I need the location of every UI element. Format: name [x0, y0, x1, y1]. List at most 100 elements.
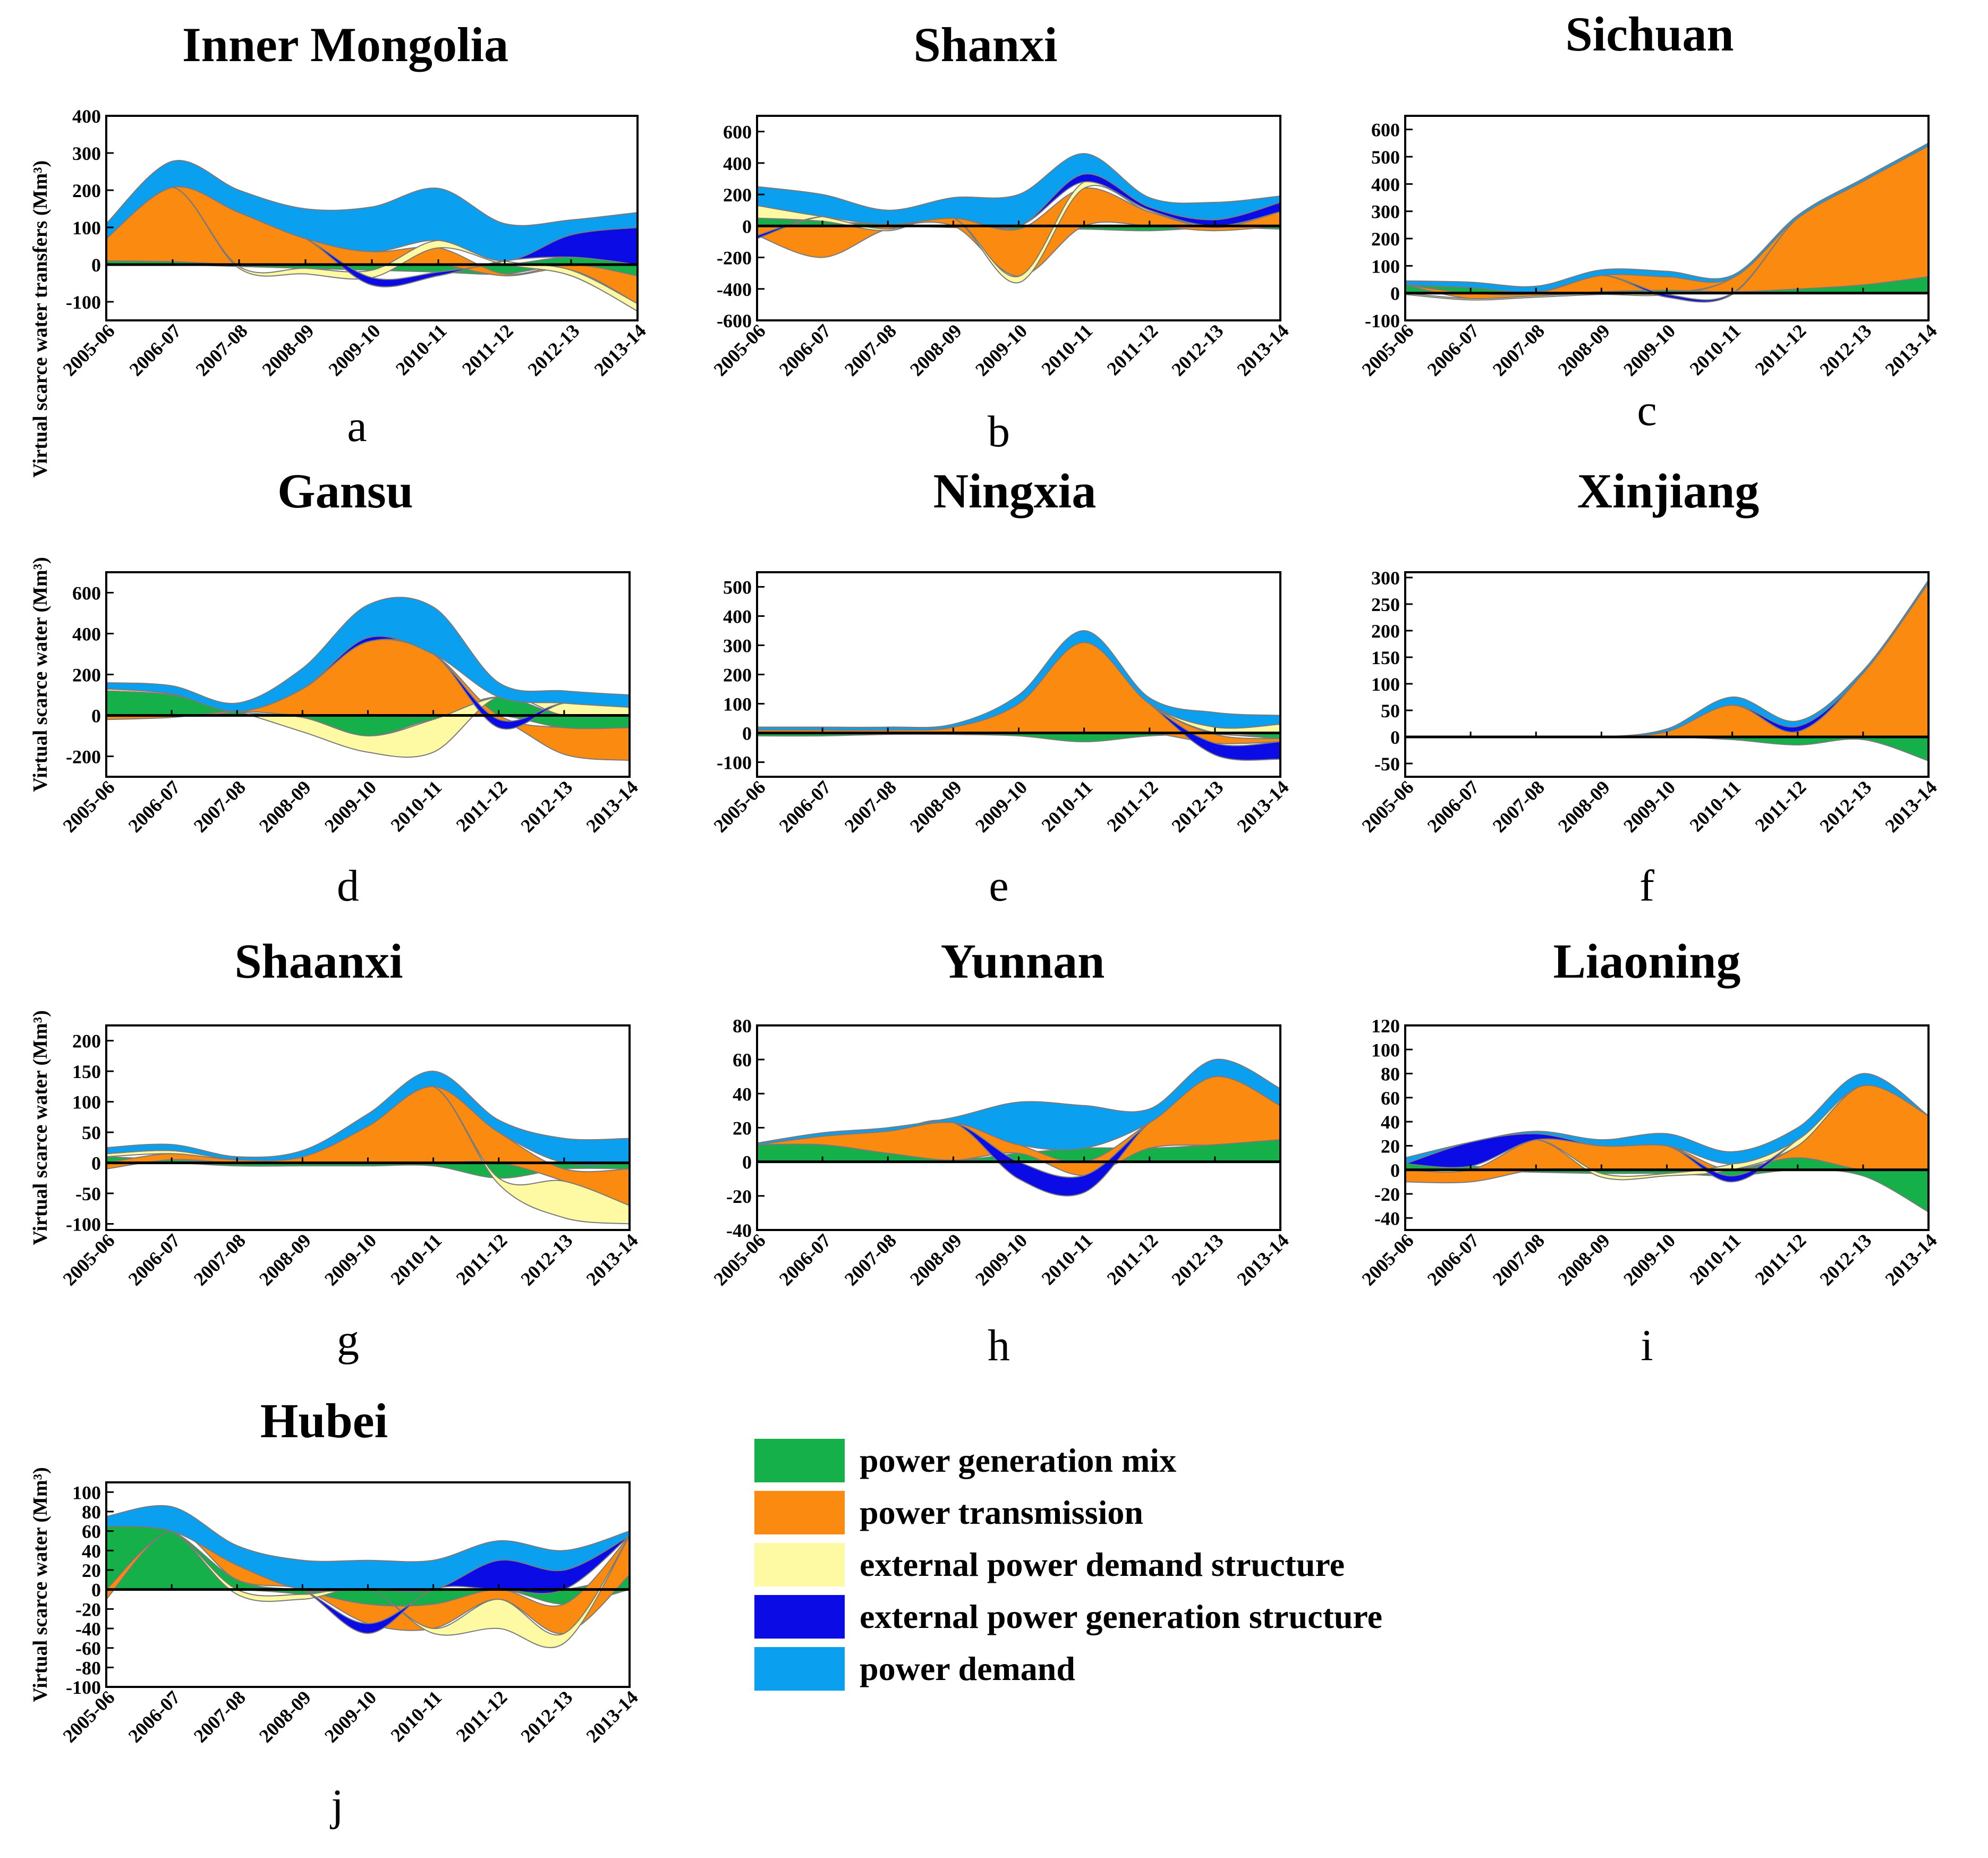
y-tick-label: -100 — [66, 1677, 101, 1698]
x-tick-label: 2012-13 — [524, 320, 584, 380]
plot-frame — [105, 1024, 631, 1231]
y-tick-label: 80 — [1381, 1064, 1400, 1085]
panel-title: Sichuan — [1565, 7, 1734, 61]
x-tick-label: 2007-08 — [840, 320, 900, 380]
legend-item-power-demand: power demand — [754, 1643, 1382, 1695]
x-tick-label: 2013-14 — [582, 1686, 642, 1746]
y-tick-label: 500 — [1371, 147, 1400, 168]
panel-letter: j — [329, 1780, 343, 1830]
x-tick-label: 2013-14 — [582, 776, 642, 836]
x-tick-label: 2011-12 — [458, 320, 517, 379]
x-tick-label: 2013-14 — [1233, 320, 1293, 380]
y-axis-label: Virtual scarce water (Mm³) — [29, 1010, 52, 1245]
y-tick-label: -100 — [66, 1214, 101, 1235]
y-axis-label: Virtual scarce water (Mm³) — [29, 557, 52, 792]
y-tick-label: 400 — [72, 624, 101, 645]
y-tick-label: 20 — [1381, 1135, 1400, 1157]
y-tick-label: 100 — [1371, 674, 1400, 695]
x-tick-label: 2009-10 — [1619, 1229, 1679, 1289]
y-tick-label: 0 — [91, 1153, 101, 1174]
x-tick-label: 2006-07 — [1423, 1229, 1483, 1289]
y-tick-label: 300 — [723, 635, 752, 657]
chart-panel-f: -50 0 50 100 150 200 250 300 2005-06 2006-07 2007-… — [1358, 464, 1941, 911]
x-tick-label: 2012-13 — [1815, 1229, 1875, 1289]
chart-panel-e: -100 0 100 200 300 400 500 2005-06 2006-07 2007-0… — [710, 464, 1293, 911]
x-tick-label: 2011-12 — [1751, 1229, 1811, 1289]
y-tick-label: 200 — [723, 665, 752, 686]
plot-frame — [756, 115, 1281, 321]
legend-item-power-transmission: power transmission — [754, 1487, 1382, 1539]
plot-frame — [1404, 1024, 1930, 1231]
y-tick-label: -100 — [1365, 310, 1400, 332]
x-tick-label: 2008-09 — [1554, 320, 1614, 380]
x-tick-label: 2005-06 — [59, 776, 119, 836]
panel-title: Gansu — [277, 464, 413, 518]
x-tick-label: 2012-13 — [1167, 776, 1227, 836]
y-tick-label: 0 — [742, 216, 752, 237]
y-tick-label: 0 — [91, 254, 101, 276]
x-tick-label: 2013-14 — [1881, 776, 1941, 836]
y-tick-label: 0 — [91, 706, 101, 727]
x-tick-label: 2007-08 — [840, 776, 900, 836]
y-tick-label: 200 — [1371, 228, 1400, 250]
x-tick-label: 2009-10 — [1619, 776, 1679, 836]
y-tick-label: 120 — [1371, 1015, 1400, 1037]
y-tick-label: 50 — [82, 1122, 101, 1143]
panel-title: Xinjiang — [1577, 464, 1760, 518]
legend-swatch-power-demand — [754, 1647, 845, 1691]
y-axis-label: Virtual scarce water (Mm³) — [29, 1467, 52, 1702]
y-tick-label: 0 — [1390, 727, 1400, 748]
x-tick-label: 2008-09 — [906, 776, 966, 836]
y-tick-label: 0 — [1390, 1160, 1400, 1181]
y-tick-label: -40 — [75, 1618, 101, 1640]
y-tick-label: 40 — [733, 1083, 752, 1105]
panel-title: Hubei — [260, 1394, 388, 1448]
x-tick-label: 2013-14 — [1881, 320, 1941, 380]
legend-swatch-power-transmission — [754, 1491, 845, 1534]
x-tick-label: 2009-10 — [1619, 320, 1679, 380]
y-tick-label: -200 — [717, 248, 752, 269]
x-tick-label: 2009-10 — [320, 1229, 380, 1289]
x-tick-label: 2008-09 — [1554, 776, 1614, 836]
chart-panel-d: -200 0 200 400 600 2005-06 2006-07 2007-08 2008-… — [29, 464, 642, 911]
y-tick-label: -20 — [75, 1599, 101, 1620]
legend-item-power-generation-mix: power generation mix — [754, 1435, 1382, 1487]
x-tick-label: 2008-09 — [906, 1229, 966, 1289]
x-tick-label: 2012-13 — [516, 1686, 576, 1746]
y-tick-label: 80 — [733, 1015, 752, 1037]
legend-label: power transmission — [860, 1494, 1143, 1531]
x-tick-label: 2013-14 — [582, 1229, 642, 1289]
panel-title: Ningxia — [933, 464, 1097, 518]
y-tick-label: 400 — [1371, 174, 1400, 195]
legend: power generation mix power transmission … — [754, 1435, 1382, 1695]
panel-title: Yunnan — [941, 934, 1105, 988]
y-axis-label: Virtual scarce water transfers (Mm³) — [29, 160, 52, 478]
x-tick-label: 2011-12 — [452, 1229, 512, 1289]
x-tick-label: 2009-10 — [971, 320, 1031, 380]
x-tick-label: 2005-06 — [710, 776, 770, 836]
y-tick-label: -20 — [726, 1186, 752, 1207]
y-tick-label: 0 — [1390, 283, 1400, 304]
x-tick-label: 2010-11 — [1038, 776, 1097, 836]
legend-item-external-power-generation-structure: external power generation structure — [754, 1591, 1382, 1643]
x-tick-label: 2006-07 — [125, 320, 185, 380]
x-tick-label: 2011-12 — [1103, 1229, 1162, 1289]
y-tick-label: -200 — [66, 746, 101, 768]
x-tick-label: 2007-08 — [190, 1229, 250, 1289]
panel-letter: a — [347, 402, 367, 451]
x-tick-label: 2010-11 — [387, 776, 446, 836]
y-tick-label: 300 — [1371, 567, 1400, 589]
legend-label: external power generation structure — [860, 1598, 1383, 1635]
x-tick-label: 2012-13 — [1167, 320, 1227, 380]
x-tick-label: 2005-06 — [1358, 1229, 1418, 1289]
x-tick-label: 2012-13 — [1815, 776, 1875, 836]
y-tick-label: -50 — [1374, 753, 1400, 775]
y-tick-label: 400 — [723, 153, 752, 174]
y-tick-label: 200 — [723, 184, 752, 206]
y-tick-label: 200 — [72, 1031, 101, 1052]
x-tick-label: 2007-08 — [192, 320, 252, 380]
